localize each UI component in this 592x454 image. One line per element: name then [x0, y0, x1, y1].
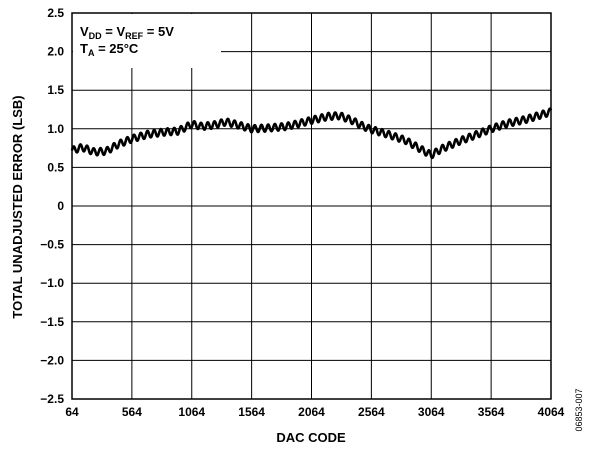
x-tick-labels: 64 564 1064 1564 2064 2564 3064 3564 4064 [65, 405, 564, 419]
y-tick-label: −0.5 [40, 238, 64, 252]
y-tick-label: −1.5 [40, 315, 64, 329]
annotation-background [73, 14, 221, 68]
x-tick-label: 64 [65, 405, 79, 419]
y-tick-labels: 2.5 2.0 1.5 1.0 0.5 0 −0.5 −1.0 −1.5 −2.0 −2.5 [40, 6, 64, 406]
y-tick-label: −1.0 [40, 276, 64, 290]
y-tick-label: 1.5 [47, 83, 64, 97]
x-tick-label: 2064 [298, 405, 325, 419]
x-tick-label: 3064 [418, 405, 445, 419]
y-tick-label: 2.5 [47, 6, 64, 20]
series-layer [70, 107, 553, 160]
figure-id: 06853-007 [574, 388, 584, 431]
tue-series-line [70, 107, 553, 160]
y-tick-label: 2.0 [47, 45, 64, 59]
x-tick-label: 4064 [538, 405, 565, 419]
x-tick-label: 3564 [478, 405, 505, 419]
y-axis-label: TOTAL UNADJUSTED ERROR (LSB) [10, 95, 25, 318]
y-tick-label: 0 [57, 199, 64, 213]
y-tick-label: −2.0 [40, 353, 64, 367]
x-tick-label: 564 [122, 405, 142, 419]
conditions-annotation: VDD = VREF = 5V TA = 25°C [73, 14, 221, 68]
x-tick-label: 1564 [238, 405, 265, 419]
y-tick-label: 1.0 [47, 122, 64, 136]
x-tick-label: 1064 [178, 405, 205, 419]
y-tick-label: −2.5 [40, 392, 64, 406]
annotation-line-1: VDD = VREF = 5V [80, 24, 174, 41]
x-axis-label: DAC CODE [276, 430, 346, 445]
grid-lines [72, 13, 551, 399]
x-tick-label: 2564 [358, 405, 385, 419]
annotation-line-2: TA = 25°C [80, 41, 139, 58]
y-tick-label: 0.5 [47, 160, 64, 174]
plot-frame [71, 12, 552, 400]
